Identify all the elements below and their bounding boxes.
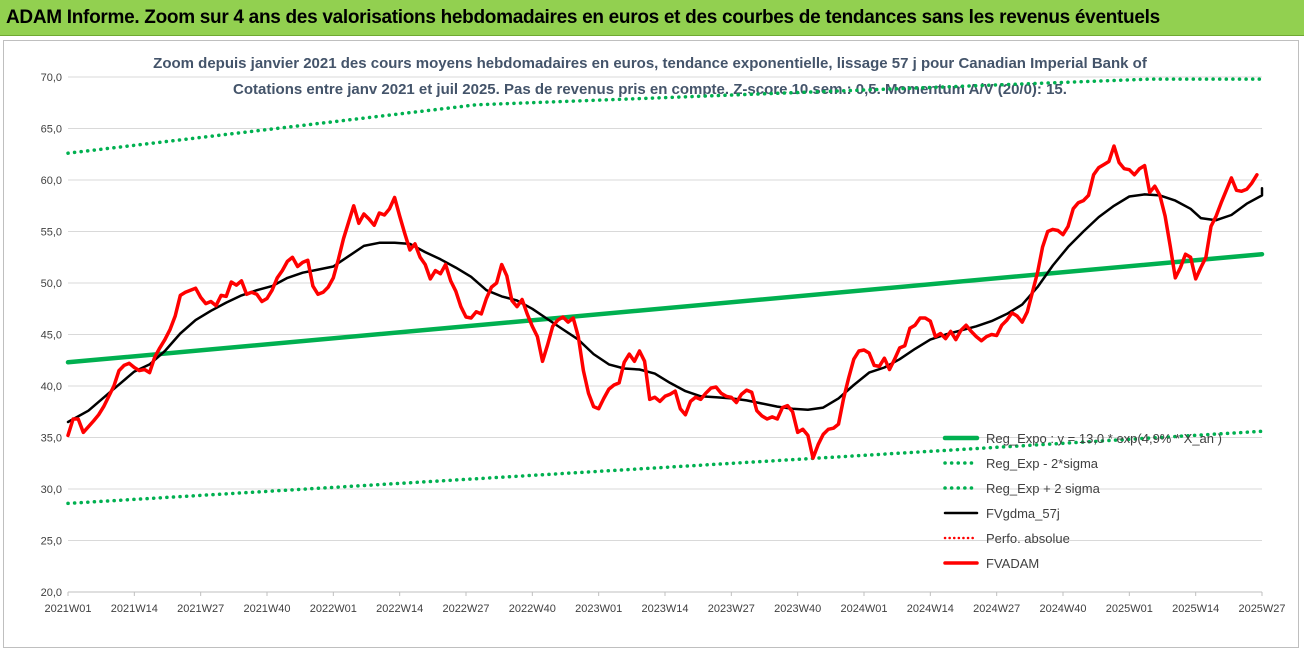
report-banner: ADAM Informe. Zoom sur 4 ans des valoris… <box>0 0 1304 36</box>
legend-label: Perfo. absolue <box>986 531 1070 546</box>
y-tick-label: 55,0 <box>41 227 62 239</box>
legend: Reg_Expo : y = 13,0 * exp(4,9% * X_an ) R… <box>942 431 1222 571</box>
series-lines <box>65 77 1265 506</box>
x-tick-label: 2021W27 <box>177 603 224 615</box>
x-tick-label: 2023W01 <box>575 603 622 615</box>
report-title: ADAM Informe. Zoom sur 4 ans des valoris… <box>6 7 1160 28</box>
x-tick-label: 2025W14 <box>1172 603 1219 615</box>
y-tick-label: 60,0 <box>41 175 62 187</box>
chart-title-line1: Zoom depuis janvier 2021 des cours moyen… <box>153 55 1148 72</box>
x-axis-labels: 2021W01 2021W14 2021W27 2021W40 2022W01 2022W… <box>44 603 1285 615</box>
y-axis-labels: 20,0 25,0 30,0 35,0 40,0 45,0 50,0 55,0 60,0 65,0… <box>41 72 62 599</box>
legend-label: Reg_Exp - 2*sigma <box>986 456 1099 471</box>
series-line-reg-exp-minus-2sigma <box>66 429 1264 506</box>
legend-label: Reg_Expo : y = 13,0 * exp(4,9% * X_an ) <box>986 431 1222 446</box>
series-line-fvadam <box>66 144 1259 460</box>
x-tick-label: 2021W40 <box>243 603 290 615</box>
y-tick-label: 30,0 <box>41 484 62 496</box>
legend-label: FVgdma_57j <box>986 506 1060 521</box>
x-tick-label: 2025W27 <box>1238 603 1285 615</box>
x-tick-label: 2024W01 <box>840 603 887 615</box>
x-tick-label: 2022W01 <box>310 603 357 615</box>
x-tick-label: 2024W14 <box>907 603 954 615</box>
chart-title-line2: Cotations entre janv 2021 et juil 2025. … <box>233 81 1067 98</box>
series-line-fvgdma-57j <box>66 186 1264 424</box>
legend-label: Reg_Exp + 2 sigma <box>986 481 1101 496</box>
x-tick-label: 2023W40 <box>774 603 821 615</box>
x-tick-label: 2022W27 <box>442 603 489 615</box>
legend-label: FVADAM <box>986 556 1039 571</box>
gridlines <box>67 76 1263 596</box>
y-tick-label: 20,0 <box>41 587 62 599</box>
x-tick-label: 2023W14 <box>641 603 688 615</box>
y-tick-label: 35,0 <box>41 433 62 445</box>
y-tick-label: 25,0 <box>41 536 62 548</box>
x-tick-label: 2022W40 <box>509 603 556 615</box>
chart-frame <box>3 40 1299 648</box>
series-line-reg-expo <box>65 251 1265 365</box>
x-tick-label: 2021W01 <box>44 603 91 615</box>
x-tick-label: 2025W01 <box>1106 603 1153 615</box>
x-tick-label: 2024W27 <box>973 603 1020 615</box>
y-tick-label: 45,0 <box>41 330 62 342</box>
series-line-reg-exp-plus-2sigma <box>66 77 1264 155</box>
x-tick-label: 2024W40 <box>1039 603 1086 615</box>
y-tick-label: 50,0 <box>41 278 62 290</box>
x-tick-label: 2023W27 <box>708 603 755 615</box>
x-tick-label: 2022W14 <box>376 603 423 615</box>
y-tick-label: 40,0 <box>41 381 62 393</box>
y-tick-label: 70,0 <box>41 72 62 84</box>
y-tick-label: 65,0 <box>41 124 62 136</box>
x-tick-label: 2021W14 <box>111 603 158 615</box>
